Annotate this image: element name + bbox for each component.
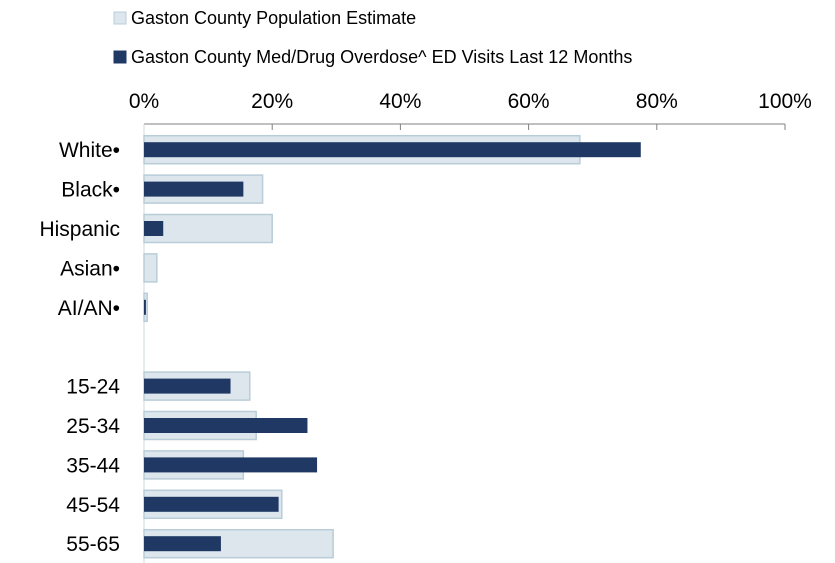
- category-label-1: Black•: [61, 179, 120, 202]
- bar-overdose-4: [144, 299, 146, 315]
- bar-overdose-0: [144, 142, 641, 158]
- x-tick-label-0: 0%: [129, 90, 159, 113]
- bar-population-3: [143, 253, 158, 283]
- legend-swatch-1: [113, 50, 127, 64]
- bars: [143, 134, 641, 559]
- category-label-0: White•: [59, 139, 120, 162]
- category-label-10: 55-65: [66, 533, 120, 556]
- legend: Gaston County Population Estimate Gaston …: [113, 8, 632, 67]
- bar-overdose-8: [144, 457, 318, 473]
- category-label-8: 35-44: [66, 454, 120, 477]
- x-tick-label-2: 40%: [379, 90, 421, 113]
- bar-overdose-10: [144, 536, 221, 552]
- legend-label-0: Gaston County Population Estimate: [131, 8, 416, 28]
- x-axis: 0% 20% 40% 60% 80% 100%: [129, 90, 812, 563]
- bar-population-2: [143, 213, 273, 244]
- x-tick-label-1: 20%: [251, 90, 293, 113]
- x-tick-label-3: 60%: [508, 90, 550, 113]
- category-label-2: Hispanic: [39, 218, 120, 241]
- bar-overdose-7: [144, 418, 308, 433]
- category-label-7: 25-34: [66, 415, 120, 438]
- bar-overdose-1: [144, 181, 244, 197]
- category-labels: White• Black• Hispanic Asian• AI/AN• 15-24 25-…: [39, 139, 120, 556]
- bar-overdose-2: [144, 221, 164, 236]
- category-label-4: AI/AN•: [58, 297, 120, 320]
- bar-overdose-6: [144, 378, 231, 394]
- category-label-3: Asian•: [60, 257, 120, 280]
- bar-overdose-9: [144, 496, 279, 512]
- legend-swatch-0: [113, 11, 127, 25]
- legend-label-1: Gaston County Med/Drug Overdose^ ED Visi…: [131, 47, 632, 67]
- category-label-9: 45-54: [66, 494, 120, 517]
- x-tick-label-5: 100%: [758, 90, 812, 113]
- x-tick-label-4: 80%: [636, 90, 678, 113]
- category-label-6: 15-24: [66, 376, 120, 399]
